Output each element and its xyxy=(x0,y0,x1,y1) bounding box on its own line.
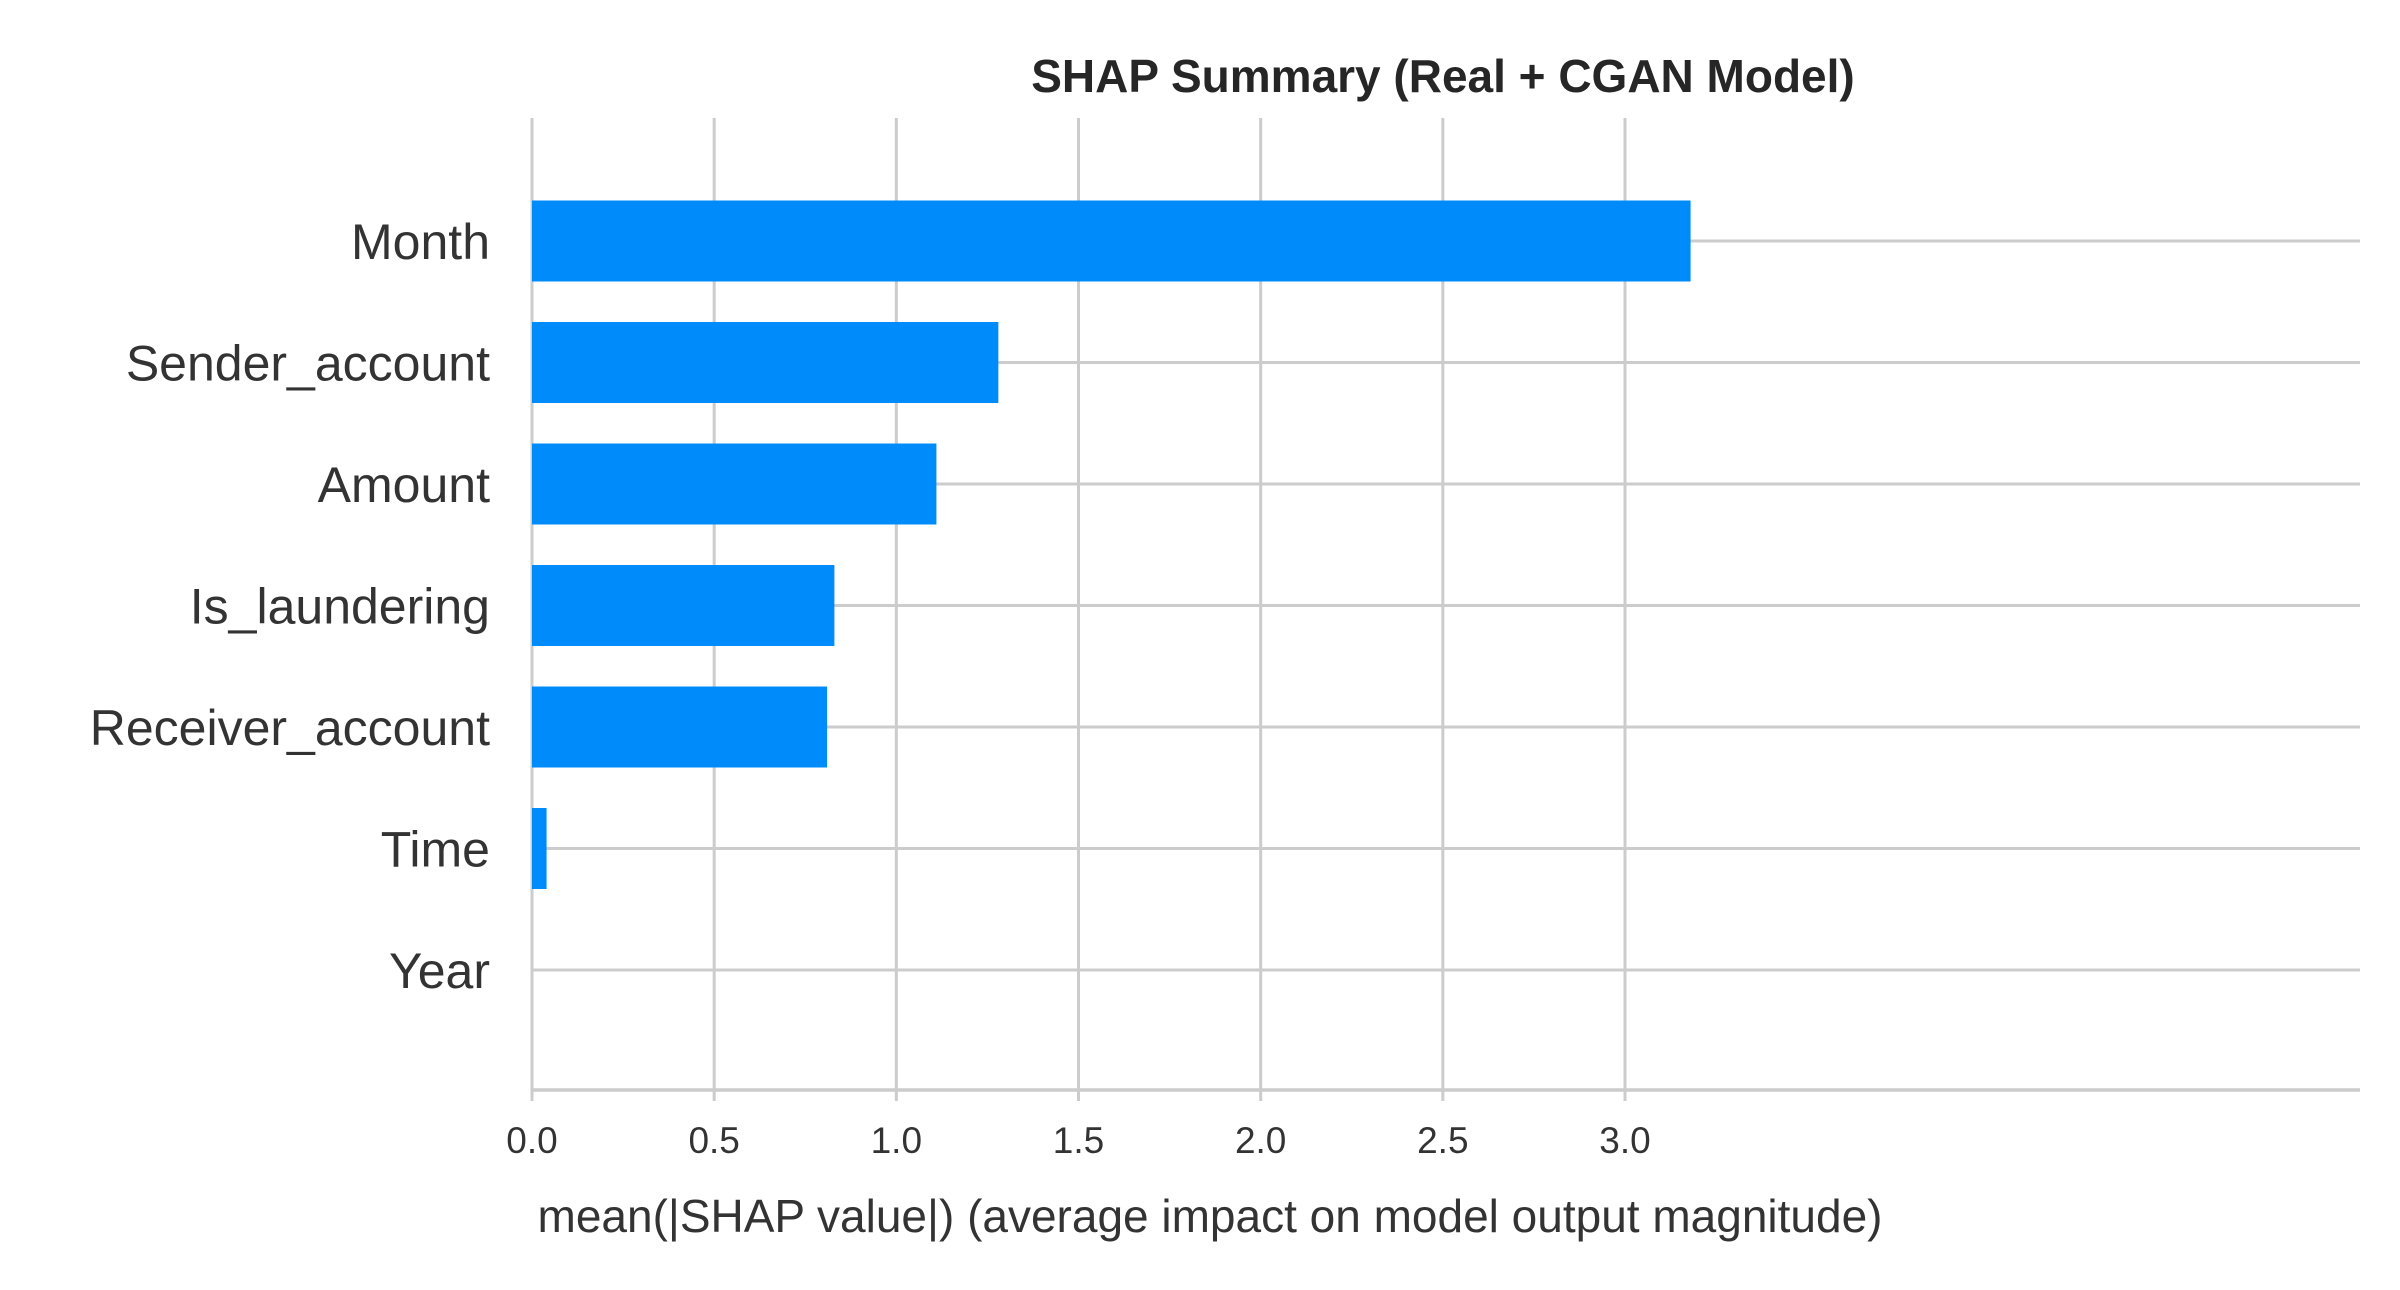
category-label-receiver-account: Receiver_account xyxy=(90,700,490,756)
x-tick-label-0: 0.0 xyxy=(506,1120,557,1161)
bars-layer xyxy=(532,200,1691,889)
x-tick-label-3: 1.5 xyxy=(1053,1120,1104,1161)
chart-title: SHAP Summary (Real + CGAN Model) xyxy=(1031,50,1855,102)
x-tick-label-2: 1.0 xyxy=(871,1120,922,1161)
bar-month xyxy=(532,200,1691,282)
category-label-month: Month xyxy=(351,214,490,270)
bar-time xyxy=(532,808,547,889)
bar-is-laundering xyxy=(532,565,835,646)
x-tick-label-4: 2.0 xyxy=(1235,1120,1286,1161)
category-label-year: Year xyxy=(389,943,490,999)
x-axis-label: mean(|SHAP value|) (average impact on mo… xyxy=(538,1190,1883,1242)
x-tick-label-1: 0.5 xyxy=(688,1120,739,1161)
bar-amount xyxy=(532,443,937,525)
x-tick-label-5: 2.5 xyxy=(1417,1120,1468,1161)
x-axis: 0.0 0.5 1.0 1.5 2.0 2.5 3.0 xyxy=(506,1088,2360,1161)
x-tick-label-6: 3.0 xyxy=(1599,1120,1650,1161)
category-label-amount: Amount xyxy=(318,457,490,513)
category-label-time: Time xyxy=(381,822,490,878)
category-label-sender-account: Sender_account xyxy=(126,336,490,392)
bar-sender-account xyxy=(532,322,999,403)
category-label-is-laundering: Is_laundering xyxy=(190,579,490,635)
bar-receiver-account xyxy=(532,686,828,768)
category-labels: Month Sender_account Amount Is_laundering Re… xyxy=(90,214,490,999)
